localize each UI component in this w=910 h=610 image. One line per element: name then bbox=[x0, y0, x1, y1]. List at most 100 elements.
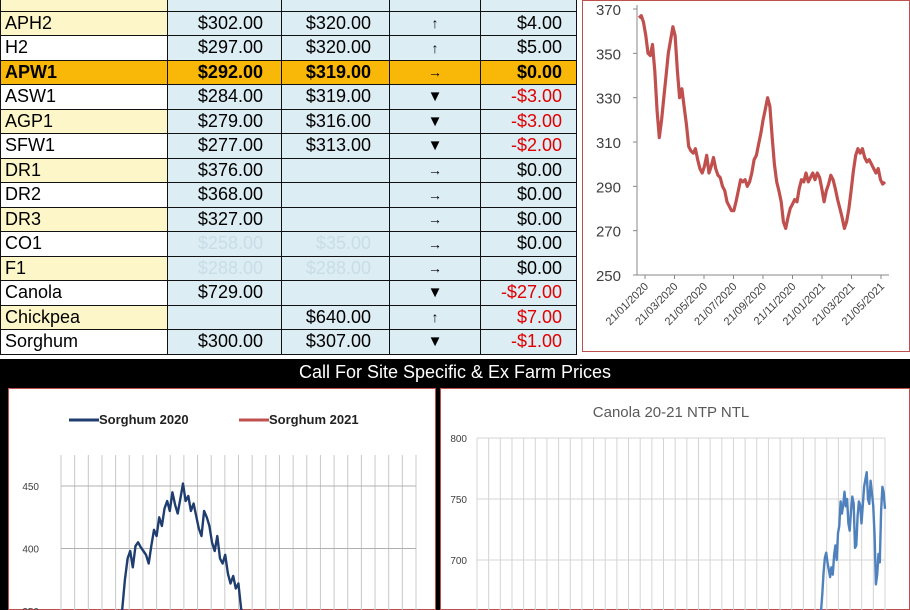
direction-icon: ▼ bbox=[389, 108, 481, 134]
legend-label: Sorghum 2020 bbox=[99, 412, 189, 427]
y-tick-label: 250 bbox=[596, 268, 621, 285]
table-row: DR1 $376.00 → $0.00 bbox=[0, 157, 577, 183]
table-row: APW1 $292.00 $319.00 → $0.00 bbox=[0, 59, 577, 85]
price-cell bbox=[167, 304, 282, 330]
y-tick-label: 370 bbox=[596, 2, 621, 19]
change-cell: -$3.00 bbox=[480, 84, 577, 110]
change-cell: $0.00 bbox=[480, 182, 577, 208]
change-cell: $0.00 bbox=[480, 231, 577, 257]
change-cell: -$2.00 bbox=[480, 133, 577, 159]
y-tick-label: 400 bbox=[22, 545, 39, 556]
commodity-name: DR1 bbox=[0, 157, 168, 183]
table-row: F1 $288.00 $288.00 → $0.00 bbox=[0, 255, 577, 281]
header-cell bbox=[480, 0, 577, 12]
table-row: Chickpea $640.00 ↑ $7.00 bbox=[0, 304, 577, 330]
direction-icon: → bbox=[389, 157, 481, 183]
chart-title: Canola 20-21 NTP NTL bbox=[593, 404, 749, 421]
y-tick-label: 750 bbox=[450, 495, 467, 506]
y-tick-label: 700 bbox=[450, 556, 467, 567]
y-tick-label: 310 bbox=[596, 135, 621, 152]
price-cell: $316.00 bbox=[281, 108, 390, 134]
direction-icon: → bbox=[389, 182, 481, 208]
change-cell: -$1.00 bbox=[480, 329, 577, 355]
change-cell: $0.00 bbox=[480, 59, 577, 85]
price-cell: $288.00 bbox=[281, 255, 390, 281]
table-header-strip bbox=[0, 0, 577, 12]
price-cell: $292.00 bbox=[167, 59, 282, 85]
direction-icon: → bbox=[389, 231, 481, 257]
price-series-line bbox=[637, 14, 887, 230]
price-cell: $320.00 bbox=[281, 10, 390, 36]
price-cell bbox=[281, 206, 390, 232]
canola-line bbox=[819, 470, 887, 610]
y-tick-label: 350 bbox=[596, 46, 621, 63]
header-cell bbox=[0, 0, 168, 12]
price-cell: $284.00 bbox=[167, 84, 282, 110]
price-cell: $277.00 bbox=[167, 133, 282, 159]
direction-icon: ↑ bbox=[389, 10, 481, 36]
price-cell: $327.00 bbox=[167, 206, 282, 232]
commodity-name: AGP1 bbox=[0, 108, 168, 134]
table-row: AGP1 $279.00 $316.00 ▼ -$3.00 bbox=[0, 108, 577, 134]
price-cell: $288.00 bbox=[167, 255, 282, 281]
commodity-name: Chickpea bbox=[0, 304, 168, 330]
price-cell: $640.00 bbox=[281, 304, 390, 330]
table-row: DR3 $327.00 → $0.00 bbox=[0, 206, 577, 232]
y-tick-label: 450 bbox=[22, 482, 39, 493]
price-cell bbox=[281, 280, 390, 306]
change-cell: $0.00 bbox=[480, 255, 577, 281]
y-tick-label: 800 bbox=[450, 434, 467, 445]
header-cell bbox=[167, 0, 282, 12]
sorghum-chart: 350 400 450 Sorghum 2020 Sorghum 2021 bbox=[8, 388, 436, 610]
header-cell bbox=[281, 0, 390, 12]
price-cell: $313.00 bbox=[281, 133, 390, 159]
change-cell: $0.00 bbox=[480, 157, 577, 183]
sorghum-2020-line bbox=[120, 482, 248, 610]
commodity-name: DR2 bbox=[0, 182, 168, 208]
direction-icon: → bbox=[389, 206, 481, 232]
header-cell bbox=[389, 0, 481, 12]
direction-icon: ▼ bbox=[389, 133, 481, 159]
table-row: CO1 $258.00 $35.00 → $0.00 bbox=[0, 231, 577, 257]
change-cell: $4.00 bbox=[480, 10, 577, 36]
change-cell: -$27.00 bbox=[480, 280, 577, 306]
price-cell: $300.00 bbox=[167, 329, 282, 355]
change-cell: $0.00 bbox=[480, 206, 577, 232]
price-cell: $258.00 bbox=[167, 231, 282, 257]
y-tick-label: 350 bbox=[22, 607, 39, 610]
direction-icon: ↑ bbox=[389, 35, 481, 61]
canola-chart: Canola 20-21 NTP NTL 700 750 800 bbox=[440, 388, 910, 610]
change-cell: $7.00 bbox=[480, 304, 577, 330]
table-row: Sorghum $300.00 $307.00 ▼ -$1.00 bbox=[0, 329, 577, 355]
banner-text: Call For Site Specific & Ex Farm Prices bbox=[298, 362, 612, 382]
y-tick-label: 290 bbox=[596, 179, 621, 196]
table-row: DR2 $368.00 → $0.00 bbox=[0, 182, 577, 208]
price-cell: $35.00 bbox=[281, 231, 390, 257]
y-tick-label: 330 bbox=[596, 91, 621, 108]
table-row: H2 $297.00 $320.00 ↑ $5.00 bbox=[0, 35, 577, 61]
commodity-name: SFW1 bbox=[0, 133, 168, 159]
table-row: APH2 $302.00 $320.00 ↑ $4.00 bbox=[0, 10, 577, 36]
price-cell: $376.00 bbox=[167, 157, 282, 183]
commodity-name: Canola bbox=[0, 280, 168, 306]
commodity-name: CO1 bbox=[0, 231, 168, 257]
price-cell: $302.00 bbox=[167, 10, 282, 36]
price-history-chart: 250 270 290 310 330 350 370 21/01/2020 21/03/202… bbox=[582, 0, 910, 352]
commodity-name: APH2 bbox=[0, 10, 168, 36]
commodity-name: DR3 bbox=[0, 206, 168, 232]
price-cell: $368.00 bbox=[167, 182, 282, 208]
price-cell: $319.00 bbox=[281, 84, 390, 110]
price-table: APH2 $302.00 $320.00 ↑ $4.00 H2 $297.00 $320.00… bbox=[0, 0, 577, 355]
table-row: Canola $729.00 ▼ -$27.00 bbox=[0, 280, 577, 306]
direction-icon: ▼ bbox=[389, 280, 481, 306]
table-row: SFW1 $277.00 $313.00 ▼ -$2.00 bbox=[0, 133, 577, 159]
commodity-name: F1 bbox=[0, 255, 168, 281]
y-tick-label: 270 bbox=[596, 224, 621, 241]
commodity-name: APW1 bbox=[0, 59, 168, 85]
direction-icon: → bbox=[389, 255, 481, 281]
price-cell bbox=[281, 157, 390, 183]
direction-icon: → bbox=[389, 59, 481, 85]
table-row: ASW1 $284.00 $319.00 ▼ -$3.00 bbox=[0, 84, 577, 110]
commodity-name: Sorghum bbox=[0, 329, 168, 355]
direction-icon: ▼ bbox=[389, 84, 481, 110]
